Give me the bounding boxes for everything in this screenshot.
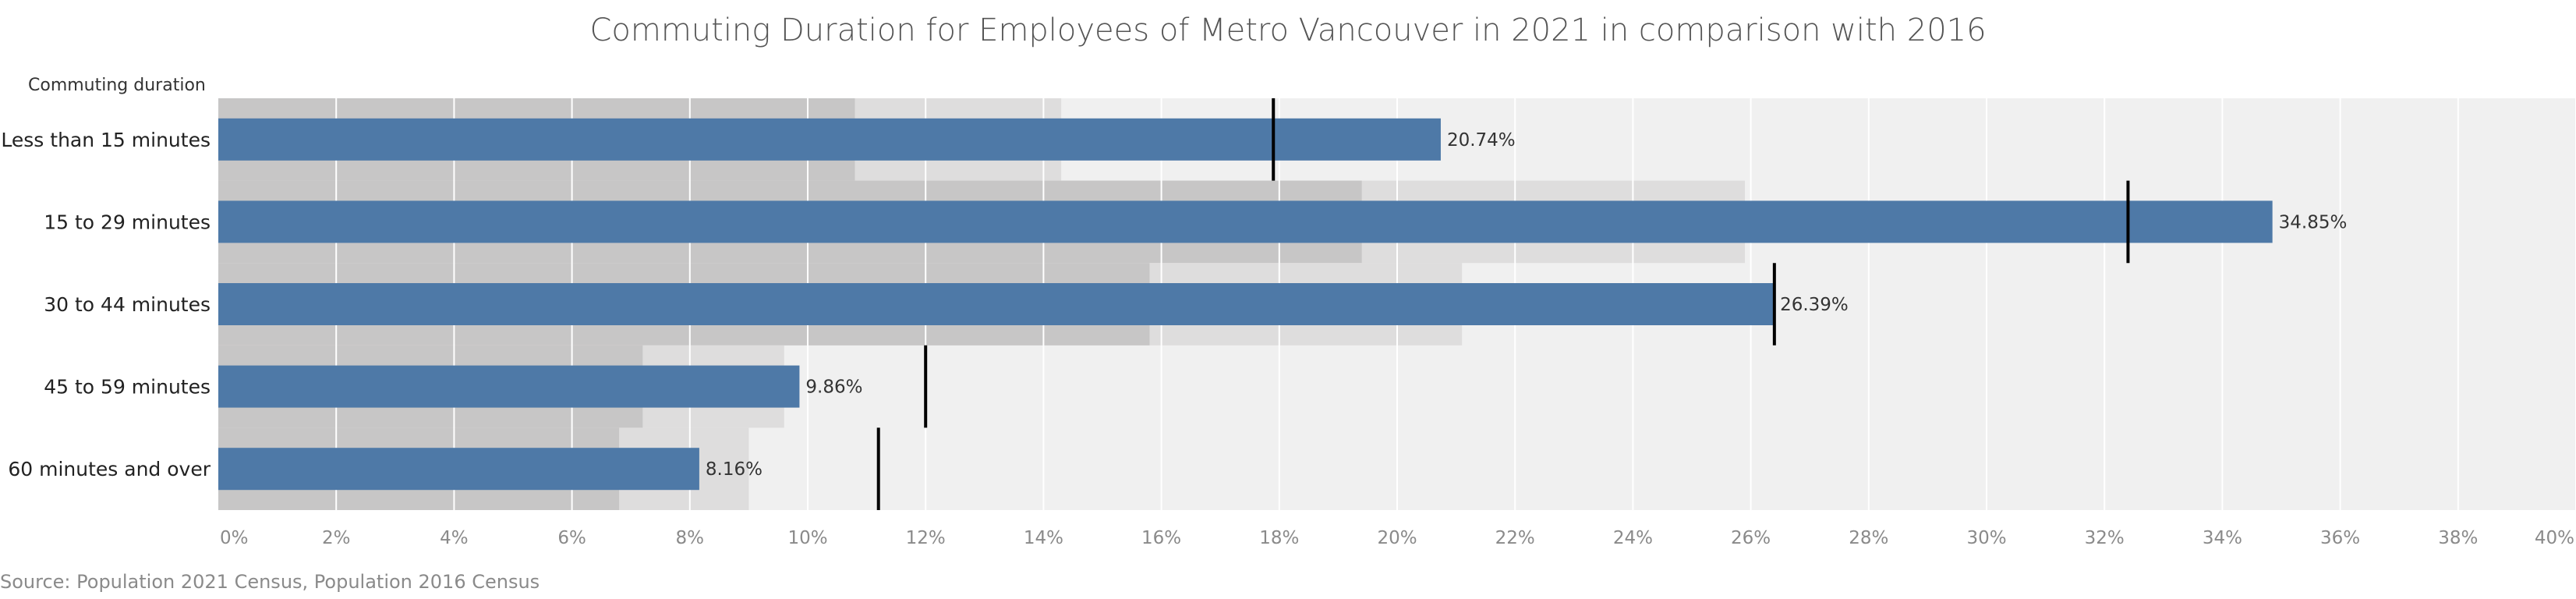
category-label: 60 minutes and over <box>8 458 211 480</box>
category-label: Less than 15 minutes <box>1 129 211 151</box>
data-label: 34.85% <box>2279 212 2348 232</box>
x-tick-label: 28% <box>1849 528 1888 548</box>
y-axis-title: Commuting duration <box>28 76 206 95</box>
x-tick-label: 32% <box>2085 528 2125 548</box>
bar <box>218 118 1441 161</box>
x-tick-label: 20% <box>1377 528 1417 548</box>
x-tick-label: 30% <box>1966 528 2006 548</box>
x-tick-label: 10% <box>787 528 827 548</box>
x-tick-label: 40% <box>2535 528 2574 548</box>
x-tick-label: 8% <box>676 528 705 548</box>
category-label: 45 to 59 minutes <box>44 376 211 399</box>
x-tick-label: 36% <box>2320 528 2360 548</box>
x-tick-label: 2% <box>322 528 351 548</box>
x-tick-label: 14% <box>1024 528 1063 548</box>
x-tick-label: 38% <box>2438 528 2478 548</box>
data-label: 26.39% <box>1780 295 1849 315</box>
x-tick-label: 18% <box>1259 528 1299 548</box>
category-label: 30 to 44 minutes <box>44 293 211 316</box>
x-tick-label: 0% <box>220 528 249 548</box>
x-tick-label: 12% <box>906 528 946 548</box>
category-label: 15 to 29 minutes <box>44 211 211 233</box>
bar <box>218 200 2273 243</box>
x-tick-label: 6% <box>557 528 586 548</box>
bar <box>218 365 800 408</box>
bar <box>218 283 1775 325</box>
bar <box>218 448 699 491</box>
x-tick-label: 22% <box>1495 528 1535 548</box>
x-tick-label: 34% <box>2203 528 2242 548</box>
source-note: Source: Population 2021 Census, Populati… <box>0 571 540 593</box>
data-label: 9.86% <box>805 377 862 398</box>
chart-title: Commuting Duration for Employees of Metr… <box>589 12 1987 48</box>
data-label: 8.16% <box>706 459 763 480</box>
x-tick-label: 16% <box>1141 528 1181 548</box>
x-tick-label: 26% <box>1731 528 1771 548</box>
x-tick-label: 4% <box>440 528 469 548</box>
data-label: 20.74% <box>1447 130 1516 151</box>
x-tick-label: 24% <box>1613 528 1653 548</box>
